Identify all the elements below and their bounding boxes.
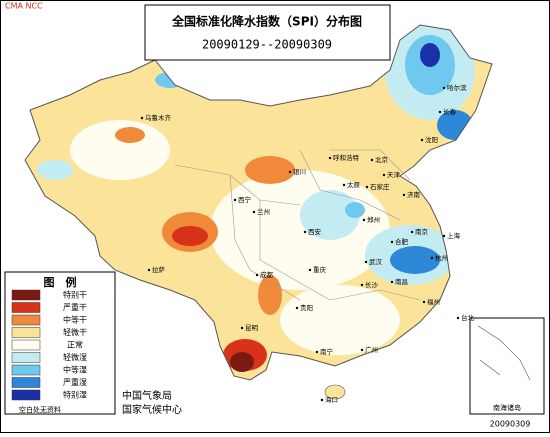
legend-swatch [11,339,41,351]
city-label: 天津 [387,171,401,179]
city-label: 银川 [293,167,306,176]
legend-label: 特别干 [63,290,87,300]
city-dot [365,185,369,189]
city-dot [456,316,460,320]
city-label: 乌鲁木齐 [145,113,172,122]
legend-swatch [11,352,41,363]
legend-label: 特别湿 [63,390,87,400]
city-label: 西安 [308,227,322,236]
city-label: 上海 [447,231,461,240]
legend-swatch [11,364,41,376]
city-label: 成都 [260,270,274,279]
city-dot [233,198,237,202]
inset-label: 南海诸岛 [493,403,521,412]
city-label: 海口 [325,395,338,404]
city-label: 武汉 [369,257,383,266]
legend-label: 严重湿 [63,377,87,387]
city-label: 太原 [347,180,361,189]
legend-label: 轻微干 [63,327,87,337]
city-label: 拉萨 [152,265,166,274]
city-dot [140,116,144,120]
city-label: 长沙 [365,280,379,289]
inset-box [469,317,545,415]
watermark: CMA NCC [5,2,43,11]
title: 全国标准化降水指数（SPI）分布图 [171,14,362,29]
city-label: 兰州 [257,207,270,216]
city-dot [147,268,151,272]
city-label: 杭州 [435,253,448,262]
city-dot [320,398,324,402]
city-dot [370,158,374,162]
city-label: 重庆 [313,265,327,274]
city-dot [362,218,366,222]
legend-label: 中等干 [63,315,87,325]
city-dot [430,256,434,260]
legend-swatch [11,289,41,301]
city-dot [328,156,332,160]
city-dot [255,273,259,277]
province-borders [174,149,421,301]
hainan [324,384,346,400]
city-label: 合肥 [395,237,409,246]
legend-swatch [11,302,41,313]
city-dot [422,300,426,304]
city-label: 广州 [365,345,378,354]
city-dot [288,170,292,174]
city-label: 北京 [375,155,389,164]
city-dot [438,110,442,114]
city-label: 呼和浩特 [333,153,360,162]
period: 20090129--20090309 [202,38,332,52]
legend-swatch [11,377,41,388]
city-label: 南宁 [320,347,334,356]
legend-title: 图 例 [44,275,77,289]
city-label: 福州 [427,297,440,306]
city-label: 长春 [443,107,457,116]
city-dot [342,183,346,187]
legend-swatch [11,314,41,326]
city-dot [410,230,414,234]
city-label: 济南 [407,190,421,199]
city-dot [364,260,368,264]
city-dot [252,210,256,214]
city-dot [390,280,394,284]
city-dot [360,348,364,352]
city-dot [390,240,394,244]
center: 国家气候中心 [122,403,182,416]
city-label: 南昌 [395,277,408,286]
legend-label: 正常 [67,341,83,350]
legend-label: 中等湿 [63,365,87,375]
issue-date: 20090309 [490,420,531,429]
city-label: 哈尔滨 [447,83,467,92]
legend-swatch [11,389,41,401]
city-label: 南京 [415,227,429,236]
city-label: 郑州 [367,216,380,224]
agency: 中国气象局 [122,389,172,402]
legend-label: 严重干 [63,302,87,312]
legend-label: 轻微湿 [63,352,87,362]
city-dot [295,306,299,310]
legend-note: 空白处无资料 [19,405,61,414]
city-dot [442,86,446,90]
city-label: 沈阳 [425,135,438,144]
city-label: 石家庄 [370,182,390,191]
city-label: 昆明 [245,324,259,332]
city-dot [402,193,406,197]
city-dot [420,138,424,142]
city-dot [303,230,307,234]
city-dot [382,173,386,177]
city-label: 贵阳 [300,303,313,312]
title-box [144,4,391,61]
city-dot [315,350,319,354]
city-label: 西宁 [238,195,252,204]
city-dot [442,234,446,238]
legend-swatch [11,327,41,338]
city-label: 台北 [461,313,475,322]
city-dot [308,268,312,272]
city-dot [360,283,364,287]
inset-coast [477,325,531,381]
city-dot [240,326,244,330]
